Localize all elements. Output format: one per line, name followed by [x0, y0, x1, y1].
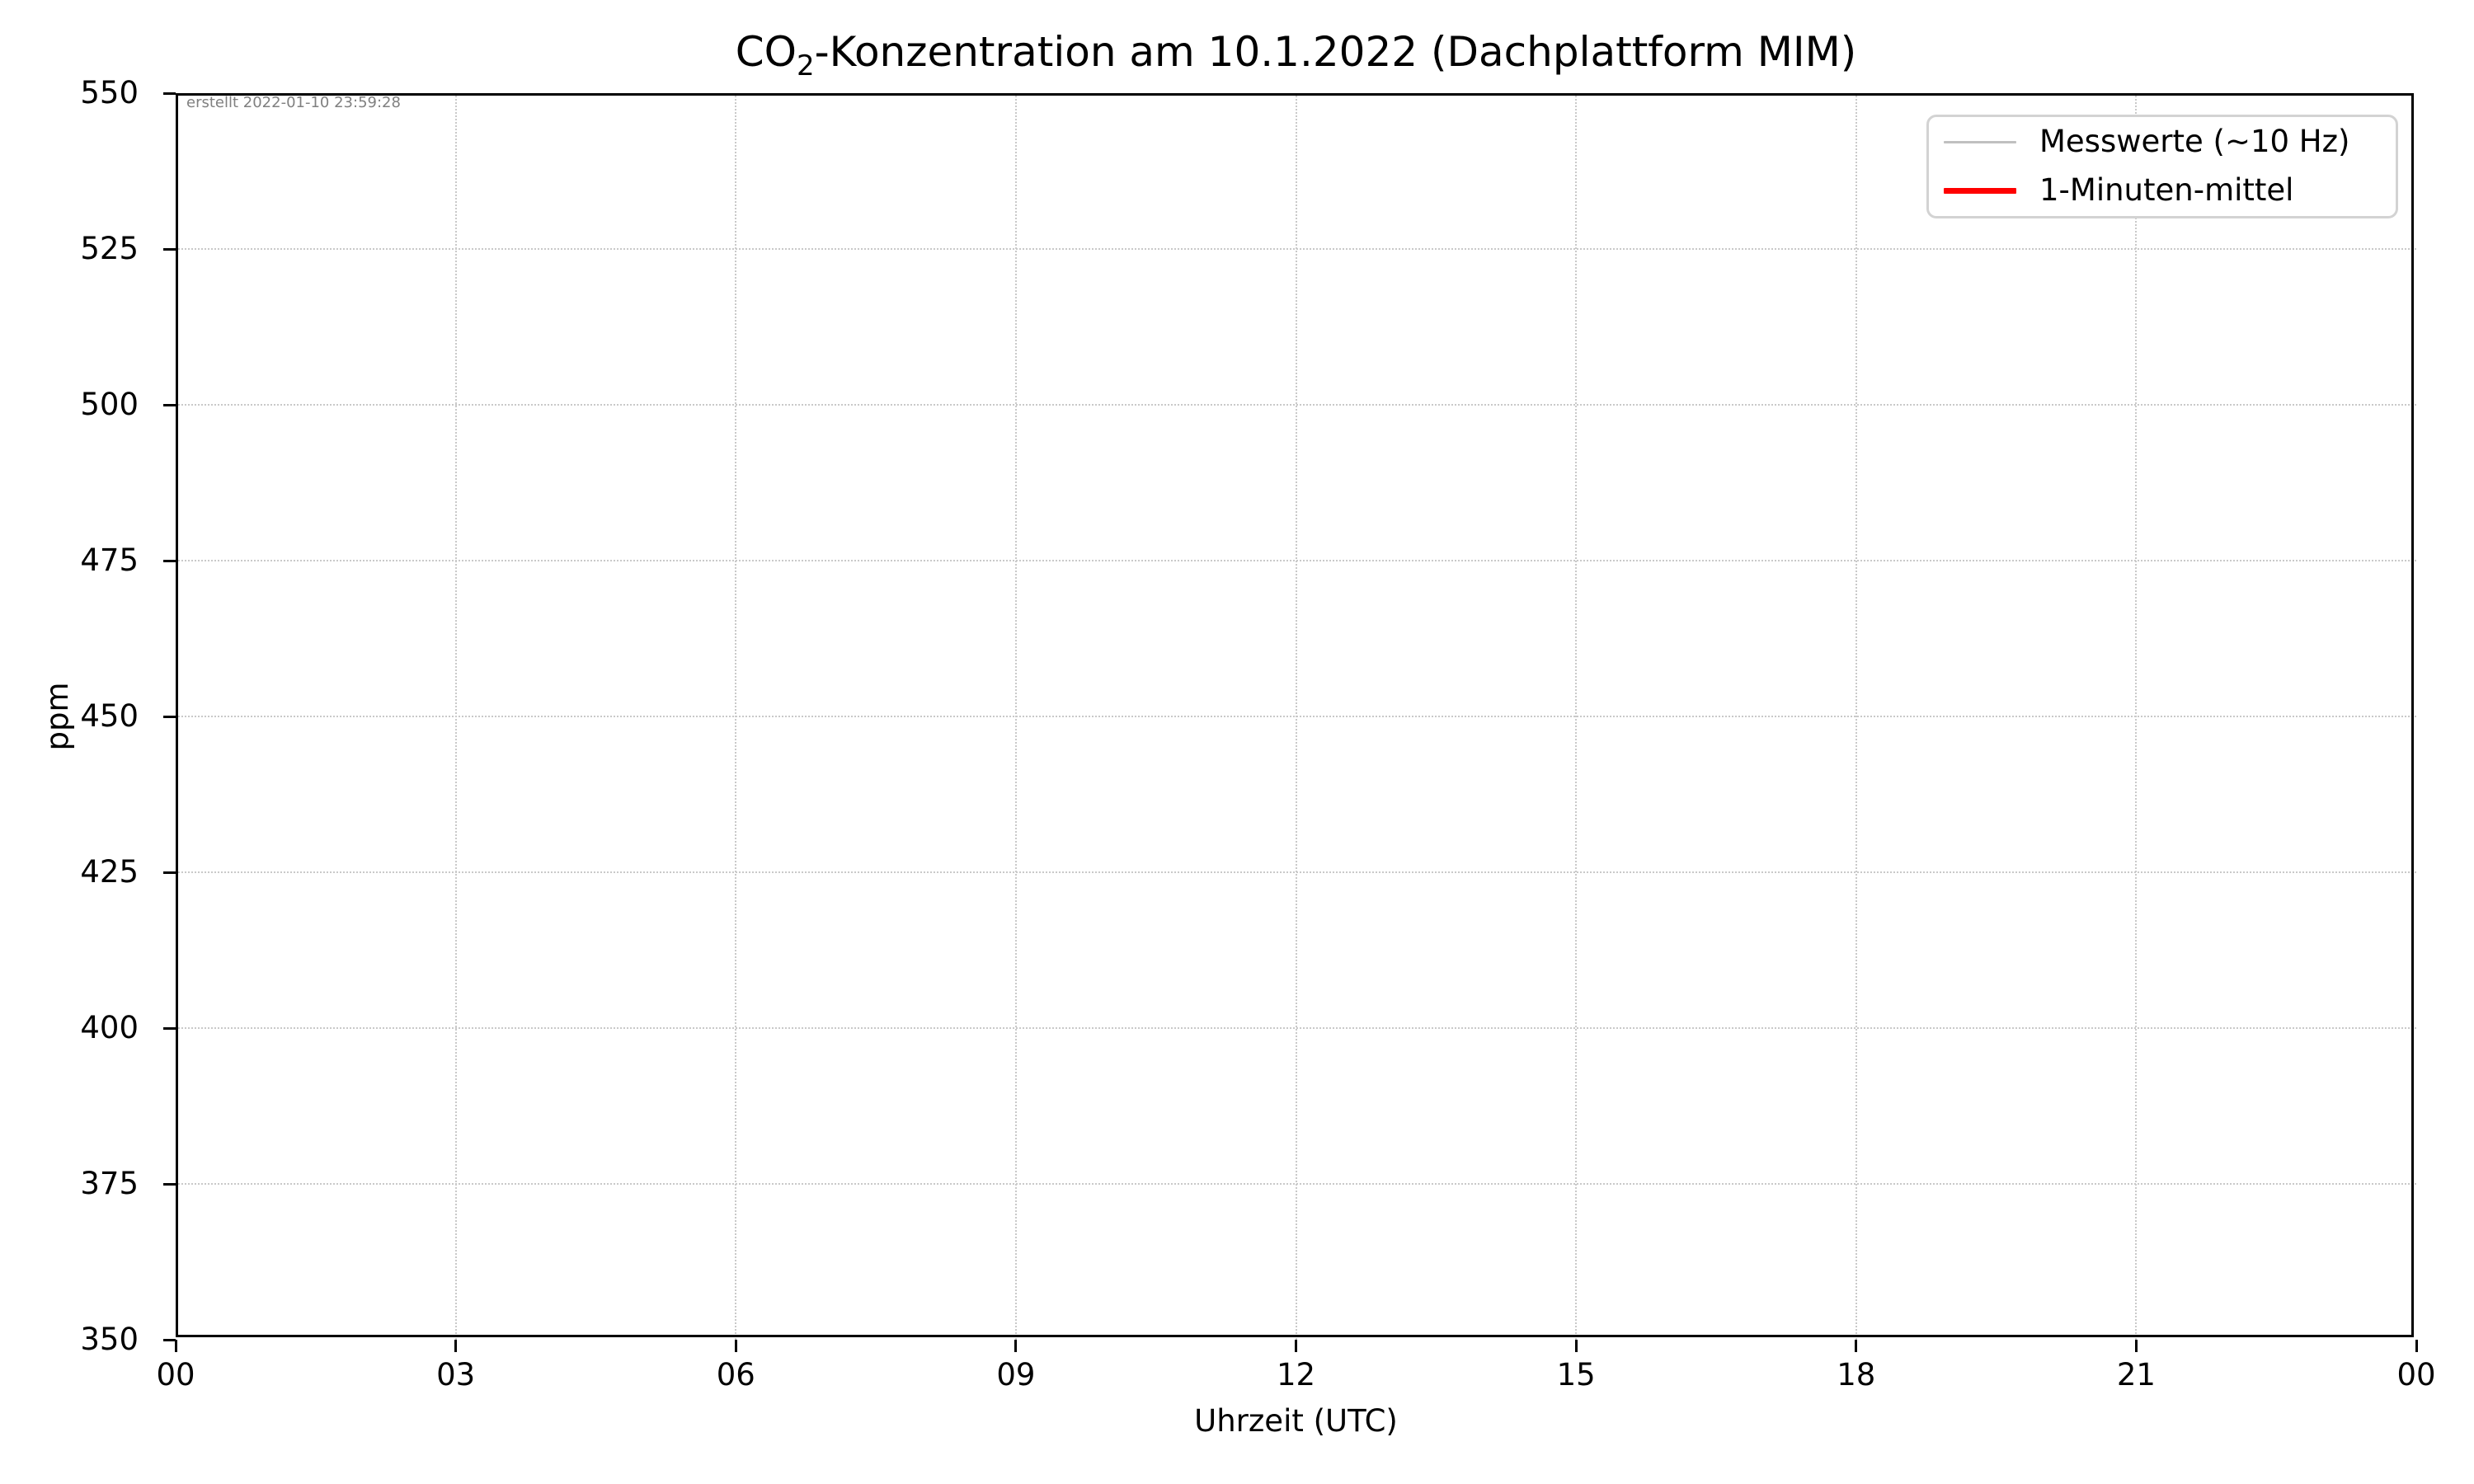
y-tick-label: 500: [80, 387, 139, 422]
x-tick-mark: [1295, 1340, 1297, 1352]
y-tick-label: 350: [80, 1322, 139, 1357]
x-tick-label: 21: [2116, 1357, 2156, 1392]
y-tick-label: 475: [80, 542, 139, 578]
gridline-horizontal: [176, 1183, 2416, 1185]
legend-label: 1-Minuten-mittel: [2039, 172, 2294, 208]
y-tick-mark: [163, 715, 176, 718]
x-tick-label: 06: [716, 1357, 755, 1392]
y-tick-mark: [163, 403, 176, 406]
legend-line-mean: [1944, 187, 2016, 194]
gridline-horizontal: [176, 716, 2416, 717]
x-tick-mark: [454, 1340, 458, 1352]
x-tick-label: 18: [1837, 1357, 1876, 1392]
created-timestamp-annotation: erstellt 2022-01-10 23:59:28: [186, 94, 401, 111]
y-tick-label: 375: [80, 1166, 139, 1201]
y-tick-mark: [163, 1182, 176, 1186]
legend-row: Messwerte (~10 Hz): [1944, 124, 2379, 160]
chart-title: CO2-Konzentration am 10.1.2022 (Dachplat…: [176, 31, 2416, 80]
x-tick-label: 00: [2396, 1357, 2436, 1392]
x-tick-mark: [1574, 1340, 1578, 1352]
y-tick-mark: [163, 1338, 176, 1341]
x-tick-label: 12: [1276, 1357, 1316, 1392]
legend-label: Messwerte (~10 Hz): [2039, 124, 2350, 160]
y-tick-label: 550: [80, 75, 139, 110]
x-tick-mark: [174, 1340, 177, 1352]
gridline-horizontal: [176, 404, 2416, 406]
y-tick-label: 525: [80, 231, 139, 266]
legend: Messwerte (~10 Hz) 1-Minuten-mittel: [1926, 115, 2398, 218]
y-tick-mark: [163, 559, 176, 562]
x-axis-label: Uhrzeit (UTC): [1194, 1403, 1398, 1439]
x-tick-label: 03: [436, 1357, 476, 1392]
chart-title-subscript: 2: [796, 49, 815, 82]
gridline-horizontal: [176, 560, 2416, 561]
gridline-horizontal: [176, 248, 2416, 250]
x-tick-mark: [1014, 1340, 1018, 1352]
x-tick-mark: [2134, 1340, 2138, 1352]
x-tick-label: 00: [156, 1357, 195, 1392]
gridline-horizontal: [176, 871, 2416, 873]
y-tick-mark: [163, 92, 176, 95]
y-tick-label: 400: [80, 1010, 139, 1045]
plot-area: [176, 93, 2414, 1337]
y-tick-label: 450: [80, 698, 139, 734]
legend-line-measurements: [1944, 141, 2016, 144]
x-tick-label: 09: [996, 1357, 1036, 1392]
legend-row: 1-Minuten-mittel: [1944, 172, 2379, 209]
y-tick-mark: [163, 247, 176, 251]
y-tick-mark: [163, 871, 176, 874]
x-tick-mark: [734, 1340, 737, 1352]
x-tick-label: 15: [1556, 1357, 1596, 1392]
x-tick-mark: [1855, 1340, 1858, 1352]
x-tick-mark: [2415, 1340, 2418, 1352]
y-tick-label: 425: [80, 854, 139, 890]
gridline-horizontal: [176, 1027, 2416, 1029]
chart-title-suffix: -Konzentration am 10.1.2022 (Dachplattfo…: [814, 28, 1857, 76]
chart-title-prefix: CO: [735, 28, 797, 76]
y-tick-mark: [163, 1026, 176, 1030]
